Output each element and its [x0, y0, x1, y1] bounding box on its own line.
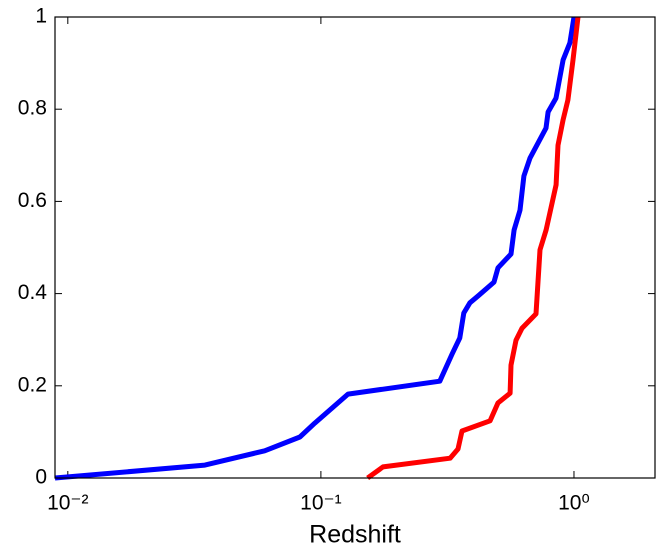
y-tick-label: 1: [35, 5, 47, 28]
y-tick-label: 0: [35, 466, 47, 489]
y-tick-label: 0.8: [18, 97, 47, 120]
x-tick-label: 10⁻¹: [300, 492, 341, 515]
plot-frame: [54, 16, 656, 479]
x-tick-label: 10⁻²: [47, 492, 88, 515]
line: [366, 16, 581, 481]
line: [54, 16, 577, 481]
y-tick-label: 0.2: [18, 373, 47, 396]
y-tick-label: 0.4: [18, 281, 48, 304]
y-tick-label: 0.6: [18, 189, 47, 212]
x-tick-label: 10⁰: [558, 492, 590, 515]
x-axis-label: Redshift: [309, 521, 401, 549]
